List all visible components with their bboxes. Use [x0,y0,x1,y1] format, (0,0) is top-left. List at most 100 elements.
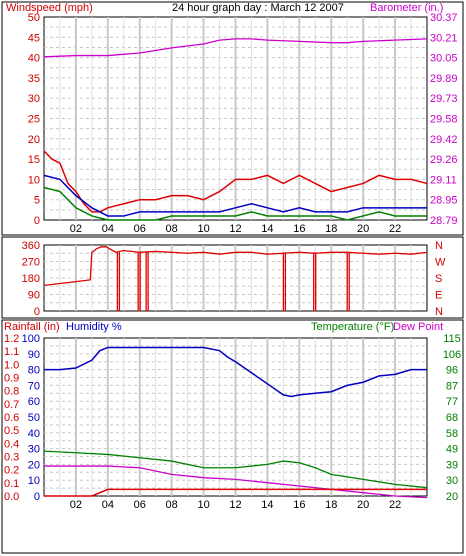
temperature-tick-label: 68 [446,412,458,424]
humidity-line [44,346,427,398]
humidity-tick-label: 50 [28,412,40,424]
direction-tick-label: 0 [34,306,40,318]
temperature-tick-label: 20 [446,491,458,503]
temperature-line [43,450,428,489]
humidity-tick-label: 100 [22,333,40,345]
barometer-tick-label: 30.05 [430,53,458,65]
rainfall-tick-label: 0.8 [4,386,19,398]
x-tick-label: 12 [229,499,241,511]
x-tick-label: 12 [229,223,241,235]
windspeed-tick-label: 35 [28,73,40,85]
windspeed-tick-label: 10 [28,174,40,186]
rainfall-tick-label: 0.7 [4,399,19,411]
compass-tick-label: N [435,306,443,318]
rainfall-tick-label: 0.0 [4,491,19,503]
rainfall-tick-label: 0.4 [4,438,19,450]
windspeed-tick-label: 0 [34,215,40,227]
x-tick-label: 04 [102,499,114,511]
windspeed-tick-label: 25 [28,114,40,126]
temperature-tick-label: 58 [446,428,458,440]
humidity-tick-label: 0 [34,491,40,503]
humidity-tick-label: 80 [28,365,40,377]
rainfall-tick-label: 0.3 [4,452,19,464]
humidity-tick-label: 30 [28,444,40,456]
barometer-tick-label: 29.58 [430,114,458,126]
direction-tick-label: 180 [22,273,40,285]
humidity-tick-label: 10 [28,475,40,487]
compass-tick-label: W [435,257,446,269]
temperature-tick-label: 87 [446,380,458,392]
chart-marks-layer: 0 5 10 15 20 25 30 35 40 45 50 28.79 28.95 29.11 29.26… [4,12,461,511]
panel-wind-frame [1,1,464,236]
barometer-tick-label: 28.79 [430,215,458,227]
x-tick-label: 06 [134,223,146,235]
x-tick-label: 22 [389,223,401,235]
rainfall-line [44,488,427,497]
x-tick-label: 14 [261,223,273,235]
barometer-tick-label: 29.42 [430,134,458,146]
panel-direction-frame [1,236,464,319]
x-tick-label: 16 [293,223,305,235]
wind-min-line [43,186,427,221]
temperature-tick-label: 106 [443,349,461,361]
barometer-tick-label: 29.26 [430,154,458,166]
barometer-tick-label: 29.89 [430,73,458,85]
x-tick-label: 14 [261,499,273,511]
barometer-tick-label: 28.95 [430,195,458,207]
x-tick-label: 22 [389,499,401,511]
x-tick-label: 08 [166,223,178,235]
windspeed-tick-label: 45 [28,32,40,44]
x-tick-label: 06 [134,499,146,511]
barometer-tick-label: 30.37 [430,12,458,24]
dewpoint-line [44,465,428,499]
windspeed-tick-label: 40 [28,53,40,65]
humidity-tick-label: 90 [28,349,40,361]
wind-average-line [43,174,427,217]
compass-tick-label: N [435,240,443,252]
temperature-tick-label: 39 [446,459,458,471]
windspeed-tick-label: 30 [28,93,40,105]
barometer-line [43,38,428,58]
x-tick-label: 18 [325,223,337,235]
humidity-tick-label: 70 [28,380,40,392]
rainfall-tick-label: 0.6 [4,412,19,424]
panel-humidity-frame [1,319,464,554]
direction-tick-label: 90 [28,290,40,302]
rainfall-axis-label: Rainfall (in) [4,321,60,333]
chart-title: 24 hour graph day : March 12 2007 [172,2,344,14]
rainfall-tick-label: 0.2 [4,465,19,477]
x-tick-label: 20 [357,223,369,235]
direction-tick-label: 360 [22,240,40,252]
x-tick-label: 20 [357,499,369,511]
rainfall-tick-label: 0.5 [4,425,19,437]
temperature-tick-label: 77 [446,396,458,408]
rainfall-tick-label: 1.0 [4,359,19,371]
rainfall-tick-label: 1.2 [4,333,19,345]
windspeed-tick-label: 5 [34,195,40,207]
x-tick-label: 02 [70,223,82,235]
barometer-tick-label: 29.73 [430,93,458,105]
barometer-tick-label: 29.11 [430,174,457,186]
x-tick-label: 10 [197,499,209,511]
humidity-tick-label: 20 [28,459,40,471]
direction-tick-label: 270 [22,257,40,269]
barometer-axis-label: Barometer (in.) [370,2,443,14]
windspeed-tick-label: 50 [28,12,40,24]
temperature-tick-label: 49 [446,444,458,456]
x-tick-label: 04 [102,223,114,235]
rainfall-tick-label: 0.1 [4,478,19,490]
temperature-axis-label: Temperature (°F) [311,321,394,333]
x-tick-label: 16 [293,499,305,511]
x-tick-label: 02 [70,499,82,511]
temperature-tick-label: 96 [446,365,458,377]
humidity-tick-label: 60 [28,396,40,408]
temperature-tick-label: 115 [443,333,461,345]
humidity-axis-label: Humidity % [66,321,122,333]
temperature-tick-label: 30 [446,475,458,487]
dewpoint-axis-label: Dew Point [393,321,443,333]
windspeed-tick-label: 20 [28,134,40,146]
windspeed-axis-label: Windspeed (mph) [6,2,93,14]
compass-tick-label: S [435,273,442,285]
